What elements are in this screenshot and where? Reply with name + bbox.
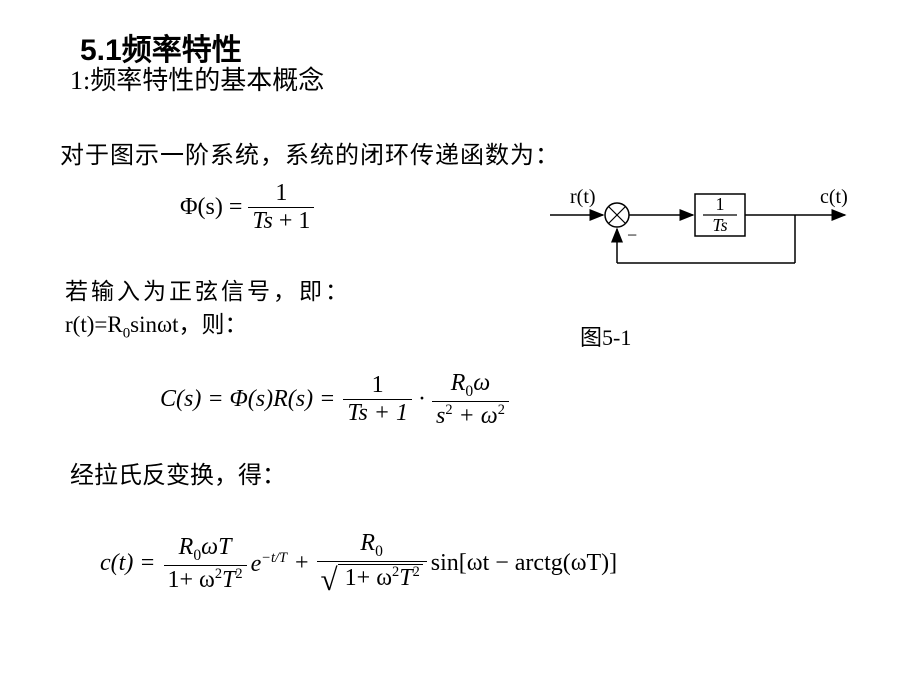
- sqrt-symbol: √: [321, 562, 338, 597]
- eq2-f2-num: R0ω: [432, 370, 509, 401]
- diagram-r-label: r(t): [570, 186, 596, 208]
- eq3-t2-R: R: [360, 530, 375, 556]
- eq1-den-b: + 1: [279, 208, 311, 234]
- para2-tail: sinωt，则：: [130, 312, 247, 337]
- eq2-f1-den-txt: Ts + 1: [347, 400, 408, 426]
- eq3-tail: sin[ωt − arctg(ωT)]: [431, 550, 617, 577]
- eq1-den-a: Ts: [252, 208, 272, 234]
- eq3-term2: R0 √ 1+ ω2T2: [317, 530, 427, 598]
- paragraph-intro: 对于图示一阶系统，系统的闭环传递函数为：: [60, 135, 560, 170]
- eq1-num: 1: [248, 180, 314, 207]
- eq2-f1-den: Ts + 1: [343, 399, 412, 427]
- eq3-t2-den: √ 1+ ω2T2: [317, 561, 427, 598]
- equation-cs: C(s) = Φ(s)R(s) = 1 Ts + 1 · R0ω s2 + ω2: [160, 370, 509, 430]
- eq2-frac1: 1 Ts + 1: [343, 372, 412, 427]
- eq1-lhs: Φ(s) =: [180, 194, 242, 221]
- eq3-lhs: c(t) =: [100, 550, 156, 577]
- eq3-t2-num: R0: [317, 530, 427, 561]
- diagram-block-den: Ts: [712, 215, 727, 235]
- eq2-f2-s2: 2: [445, 402, 452, 418]
- eq3-t1-T2: 2: [235, 566, 242, 582]
- eq3-t1-T: T: [222, 567, 235, 593]
- eq3-exp-sup: −t/T: [261, 550, 287, 566]
- eq3-t1-R: R: [179, 534, 194, 560]
- eq3-exp: e−t/T: [251, 550, 287, 578]
- paragraph-sine-input: 若输入为正弦信号，即： r(t)=R0sinωt，则：: [65, 275, 505, 346]
- eq3-term1: R0ωT 1+ ω2T2: [164, 534, 247, 594]
- eq3-t1-sub: 0: [193, 547, 201, 564]
- eq3-e: e: [251, 551, 262, 577]
- eq3-t1-den: 1+ ω2T2: [164, 565, 247, 594]
- eq3-t1-wT: ωT: [201, 534, 231, 560]
- eq2-f2-s: s: [436, 403, 445, 429]
- diagram-summing-junction: [605, 203, 629, 227]
- eq3-t2-T: T: [399, 565, 412, 591]
- eq2-frac2: R0ω s2 + ω2: [432, 370, 509, 430]
- eq2-f2-w: + ω: [459, 403, 498, 429]
- eq3-t2-sub: 0: [375, 543, 383, 560]
- eq2-dot: ·: [412, 386, 432, 413]
- eq2-f2-den: s2 + ω2: [432, 401, 509, 430]
- eq3-plus: +: [287, 550, 317, 577]
- eq2-f2-w2: 2: [498, 402, 505, 418]
- eq3-t1-num: R0ωT: [164, 534, 247, 565]
- figure-caption: 图5-1: [580, 320, 631, 352]
- eq2-f2-omega: ω: [473, 370, 490, 396]
- slide-page: 5.1频率特性 1:频率特性的基本概念 对于图示一阶系统，系统的闭环传递函数为：…: [0, 0, 920, 690]
- eq3-t2-T2: 2: [413, 564, 420, 580]
- eq3-t1-w2: 2: [215, 566, 222, 582]
- eq3-t2-rad-a: 1+ ω: [345, 565, 392, 591]
- diagram-minus: −: [627, 225, 637, 245]
- eq1-den: Ts + 1: [248, 207, 314, 235]
- page-subtitle: 1:频率特性的基本概念: [70, 60, 324, 97]
- eq2-f1-num: 1: [343, 372, 412, 399]
- paragraph-inverse-laplace: 经拉氏反变换，得：: [70, 455, 286, 490]
- eq1-fraction: 1 Ts + 1: [248, 180, 314, 235]
- diagram-c-label: c(t): [820, 186, 848, 208]
- equation-phi: Φ(s) = 1 Ts + 1: [180, 180, 314, 235]
- eq2-f2-R: R: [451, 370, 466, 396]
- para2-line1: 若输入为正弦信号，即：: [65, 279, 351, 304]
- equation-ct: c(t) = R0ωT 1+ ω2T2 e−t/T + R0: [100, 530, 617, 598]
- para2-rt: r(t)=R: [65, 312, 123, 337]
- block-diagram: r(t) c(t) − 1 Ts: [545, 185, 855, 285]
- diagram-block-num: 1: [716, 194, 725, 214]
- eq3-t1-den-a: 1+ ω: [168, 567, 215, 593]
- eq2-lhs: C(s) = Φ(s)R(s) =: [160, 386, 335, 413]
